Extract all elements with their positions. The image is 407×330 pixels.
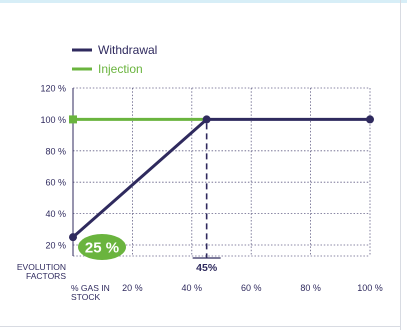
x-tick-label-20: 20 %: [122, 283, 143, 293]
series-point-injection-0: [69, 115, 77, 124]
bottom-rule: [0, 326, 401, 327]
x-tick-label-100: 100 %: [357, 283, 383, 293]
guide-label-45: 45%: [196, 262, 218, 274]
badge-25-percent: [78, 234, 126, 260]
y-tick-label-60: 60 %: [45, 178, 66, 188]
y-axis-tick-labels: 20 % 40 % 60 % 80 % 100 % 120 % EVOLUTIONFACTO…: [17, 84, 66, 282]
x-tick-label-60: 60 %: [241, 283, 262, 293]
legend-label-injection: Injection: [98, 62, 143, 76]
y-tick-label-100: 100 %: [40, 115, 66, 125]
series-line-withdrawal: [71, 117, 372, 239]
series-layer: [69, 115, 374, 242]
legend-label-withdrawal: Withdrawal: [98, 43, 157, 57]
y-tick-label-80: 80 %: [45, 146, 66, 156]
badge-25-percent-label: 25 %: [85, 240, 119, 257]
x-tick-label-0-line-2: STOCK: [71, 292, 100, 302]
y-tick-label-20: 20 %: [45, 241, 66, 251]
top-rule: [0, 0, 407, 3]
series-point-withdrawal-0: [69, 233, 77, 242]
side-rule: [400, 0, 401, 330]
y-axis-title-line-2: FACTORS: [26, 271, 66, 281]
y-tick-label-120: 120 %: [40, 84, 66, 94]
x-tick-label-0-line-1: % GAS IN: [71, 283, 110, 293]
series-point-withdrawal-1: [202, 115, 211, 124]
x-tick-label-40: 40 %: [182, 283, 203, 293]
x-tick-label-80: 80 %: [300, 283, 321, 293]
legend: Withdrawal Injection: [72, 43, 157, 76]
grid: [72, 87, 371, 257]
y-tick-label-40: 40 %: [45, 209, 66, 219]
y-axis-title-line-1: EVOLUTION: [17, 262, 66, 272]
annotations: 25 % 45%: [78, 123, 221, 274]
series-point-withdrawal-2: [366, 115, 374, 124]
